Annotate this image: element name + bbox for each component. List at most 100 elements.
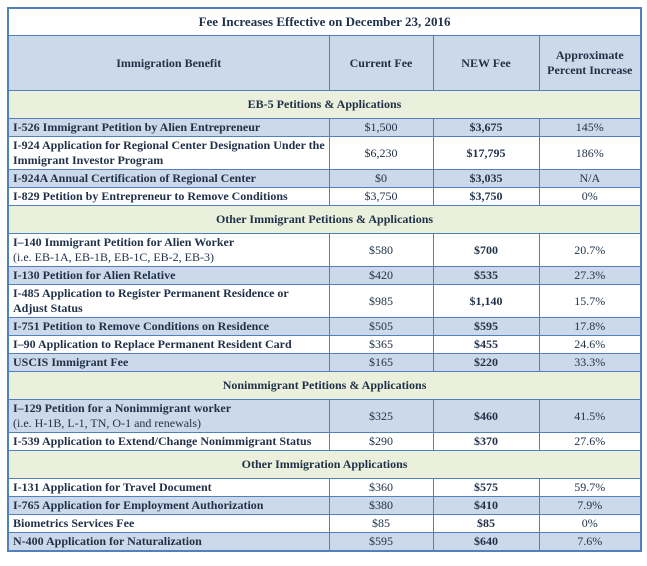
current-fee-value: $580 bbox=[328, 233, 434, 267]
section-header-row: Other Immigrant Petitions & Applications bbox=[7, 205, 642, 234]
percent-increase-value: 186% bbox=[538, 136, 642, 170]
percent-increase-value: 27.6% bbox=[538, 432, 642, 451]
benefit-name-cell: I-765 Application for Employment Authori… bbox=[7, 496, 330, 515]
new-fee-value: $3,675 bbox=[432, 118, 540, 137]
table-row: N-400 Application for Naturalization $595… bbox=[7, 532, 642, 552]
current-fee-value: $290 bbox=[328, 432, 434, 451]
section-header-row: EB-5 Petitions & Applications bbox=[7, 90, 642, 119]
column-header-row: Immigration Benefit Current Fee NEW Fee … bbox=[7, 35, 642, 91]
table-title: Fee Increases Effective on December 23, … bbox=[7, 7, 642, 36]
table-row: Biometrics Services Fee $85 $85 0% bbox=[7, 514, 642, 533]
benefit-name: I-829 Petition by Entrepreneur to Remove… bbox=[13, 189, 288, 203]
percent-increase-value: N/A bbox=[538, 169, 642, 188]
percent-increase-value: 33.3% bbox=[538, 353, 642, 372]
table-row: I-924A Annual Certification of Regional … bbox=[7, 169, 642, 188]
benefit-name: N-400 Application for Naturalization bbox=[13, 534, 202, 548]
benefit-name: I-485 Application to Register Permanent … bbox=[13, 286, 289, 315]
section-header-row: Other Immigration Applications bbox=[7, 450, 642, 479]
current-fee-value: $360 bbox=[328, 478, 434, 497]
new-fee-value: $595 bbox=[432, 317, 540, 336]
column-header-immigration-benefit: Immigration Benefit bbox=[7, 35, 330, 91]
benefit-name-cell: I–90 Application to Replace Permanent Re… bbox=[7, 335, 330, 354]
column-header-new-fee: NEW Fee bbox=[432, 35, 540, 91]
benefit-name-cell: USCIS Immigrant Fee bbox=[7, 353, 330, 372]
new-fee-value: $410 bbox=[432, 496, 540, 515]
section-header-label: Other Immigrant Petitions & Applications bbox=[7, 205, 642, 234]
new-fee-value: $220 bbox=[432, 353, 540, 372]
percent-increase-value: 59.7% bbox=[538, 478, 642, 497]
benefit-name-cell: I–140 Immigrant Petition for Alien Worke… bbox=[7, 233, 330, 267]
benefit-name: I-526 Immigrant Petition by Alien Entrep… bbox=[13, 120, 261, 134]
table-row: I-924 Application for Regional Center De… bbox=[7, 136, 642, 170]
benefit-name: I-751 Petition to Remove Conditions on R… bbox=[13, 319, 269, 333]
fee-table-body: Fee Increases Effective on December 23, … bbox=[7, 7, 642, 552]
benefit-name-cell: I-485 Application to Register Permanent … bbox=[7, 284, 330, 318]
new-fee-value: $85 bbox=[432, 514, 540, 533]
current-fee-value: $505 bbox=[328, 317, 434, 336]
column-header-current-fee: Current Fee bbox=[328, 35, 434, 91]
new-fee-value: $455 bbox=[432, 335, 540, 354]
percent-increase-value: 24.6% bbox=[538, 335, 642, 354]
percent-increase-value: 7.6% bbox=[538, 532, 642, 552]
benefit-name: I–140 Immigrant Petition for Alien Worke… bbox=[13, 235, 235, 249]
benefit-name-cell: I-924A Annual Certification of Regional … bbox=[7, 169, 330, 188]
benefit-name-cell: I–129 Petition for a Nonimmigrant worker… bbox=[7, 399, 330, 433]
benefit-name-cell: I-526 Immigrant Petition by Alien Entrep… bbox=[7, 118, 330, 137]
benefit-name: USCIS Immigrant Fee bbox=[13, 355, 129, 369]
percent-increase-value: 41.5% bbox=[538, 399, 642, 433]
current-fee-value: $165 bbox=[328, 353, 434, 372]
fee-increase-table: Fee Increases Effective on December 23, … bbox=[7, 7, 643, 552]
current-fee-value: $325 bbox=[328, 399, 434, 433]
percent-increase-value: 7.9% bbox=[538, 496, 642, 515]
new-fee-value: $3,035 bbox=[432, 169, 540, 188]
percent-increase-value: 17.8% bbox=[538, 317, 642, 336]
section-header-label: Other Immigration Applications bbox=[7, 450, 642, 479]
benefit-name: I–90 Application to Replace Permanent Re… bbox=[13, 337, 292, 351]
table-row: USCIS Immigrant Fee $165 $220 33.3% bbox=[7, 353, 642, 372]
benefit-name-cell: I-131 Application for Travel Document bbox=[7, 478, 330, 497]
table-title-row: Fee Increases Effective on December 23, … bbox=[7, 7, 642, 36]
table-row: I-485 Application to Register Permanent … bbox=[7, 284, 642, 318]
benefit-name-cell: I-829 Petition by Entrepreneur to Remove… bbox=[7, 187, 330, 206]
table-row: I–90 Application to Replace Permanent Re… bbox=[7, 335, 642, 354]
section-header-row: Nonimmigrant Petitions & Applications bbox=[7, 371, 642, 400]
table-row: I-526 Immigrant Petition by Alien Entrep… bbox=[7, 118, 642, 137]
current-fee-value: $85 bbox=[328, 514, 434, 533]
current-fee-value: $6,230 bbox=[328, 136, 434, 170]
benefit-subtext: (i.e. EB-1A, EB-1B, EB-1C, EB-2, EB-3) bbox=[13, 250, 214, 264]
new-fee-value: $535 bbox=[432, 266, 540, 285]
section-header-label: EB-5 Petitions & Applications bbox=[7, 90, 642, 119]
new-fee-value: $460 bbox=[432, 399, 540, 433]
benefit-name-cell: N-400 Application for Naturalization bbox=[7, 532, 330, 552]
benefit-name: I–129 Petition for a Nonimmigrant worker bbox=[13, 401, 232, 415]
current-fee-value: $1,500 bbox=[328, 118, 434, 137]
benefit-name: Biometrics Services Fee bbox=[13, 516, 135, 530]
table-row: I-130 Petition for Alien Relative $420 $53… bbox=[7, 266, 642, 285]
percent-increase-value: 0% bbox=[538, 514, 642, 533]
benefit-name-cell: Biometrics Services Fee bbox=[7, 514, 330, 533]
new-fee-value: $3,750 bbox=[432, 187, 540, 206]
new-fee-value: $640 bbox=[432, 532, 540, 552]
new-fee-value: $700 bbox=[432, 233, 540, 267]
table-row: I–140 Immigrant Petition for Alien Worke… bbox=[7, 233, 642, 267]
percent-increase-value: 145% bbox=[538, 118, 642, 137]
column-header-percent-increase: Approximate Percent Increase bbox=[538, 35, 642, 91]
current-fee-value: $595 bbox=[328, 532, 434, 552]
new-fee-value: $575 bbox=[432, 478, 540, 497]
section-header-label: Nonimmigrant Petitions & Applications bbox=[7, 371, 642, 400]
benefit-name: I-765 Application for Employment Authori… bbox=[13, 498, 264, 512]
new-fee-value: $17,795 bbox=[432, 136, 540, 170]
current-fee-value: $365 bbox=[328, 335, 434, 354]
benefit-name: I-924 Application for Regional Center De… bbox=[13, 138, 325, 167]
table-row: I-765 Application for Employment Authori… bbox=[7, 496, 642, 515]
benefit-name: I-924A Annual Certification of Regional … bbox=[13, 171, 256, 185]
table-row: I–129 Petition for a Nonimmigrant worker… bbox=[7, 399, 642, 433]
new-fee-value: $370 bbox=[432, 432, 540, 451]
benefit-name: I-539 Application to Extend/Change Nonim… bbox=[13, 434, 312, 448]
percent-increase-value: 0% bbox=[538, 187, 642, 206]
table-row: I-829 Petition by Entrepreneur to Remove… bbox=[7, 187, 642, 206]
benefit-name-cell: I-539 Application to Extend/Change Nonim… bbox=[7, 432, 330, 451]
percent-increase-value: 27.3% bbox=[538, 266, 642, 285]
current-fee-value: $380 bbox=[328, 496, 434, 515]
benefit-name-cell: I-924 Application for Regional Center De… bbox=[7, 136, 330, 170]
